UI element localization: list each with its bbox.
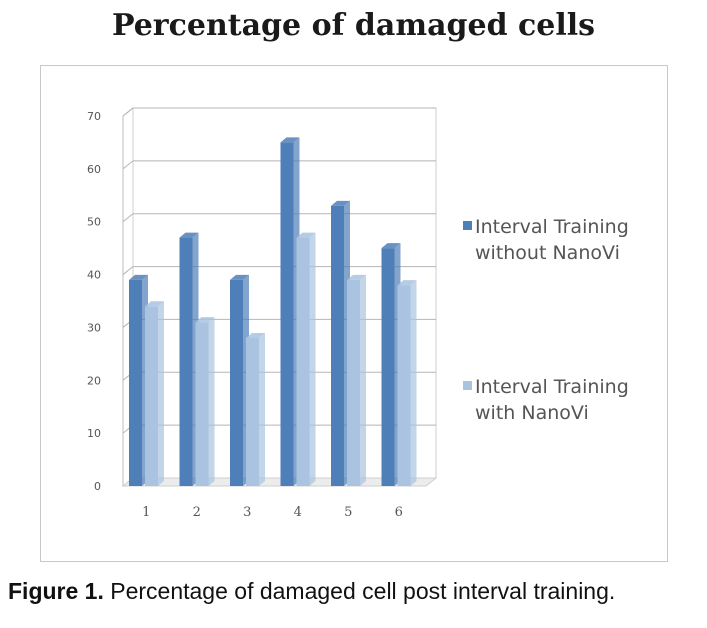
- x-tick-label: 3: [243, 505, 251, 520]
- y-tick-label: 60: [87, 163, 101, 176]
- y-tick-label: 0: [94, 480, 101, 493]
- gridline-depth: [122, 107, 134, 117]
- gridline-depth: [122, 213, 134, 223]
- y-tick-label: 20: [87, 374, 101, 387]
- bar-with-nanovi: [296, 232, 316, 486]
- y-tick-label: 30: [87, 321, 101, 334]
- x-tick-label: 1: [142, 505, 150, 520]
- bar-with-nanovi: [145, 301, 164, 486]
- legend-swatch-without-nanovi: [463, 221, 472, 230]
- chart-frame: 0 10 20 30 40 50 60 70 1 2 3 4 5 6 Interval Training …: [40, 65, 668, 562]
- legend-swatch-with-nanovi: [463, 381, 472, 390]
- bar-with-nanovi: [246, 333, 265, 486]
- bar-with-nanovi: [195, 317, 215, 486]
- bar-with-nanovi: [347, 274, 366, 486]
- x-tick-label: 5: [344, 505, 352, 520]
- x-tick-label: 6: [395, 505, 403, 520]
- legend-label-without-nanovi: Interval Training without NanoVi: [475, 216, 629, 264]
- gridline-depth: [122, 160, 134, 170]
- legend-label-with-nanovi: Interval Training with NanoVi: [475, 376, 629, 424]
- caption-text: Percentage of damaged cell post interval…: [103, 578, 616, 604]
- x-tick-label: 2: [193, 505, 201, 520]
- x-tick-label: 4: [294, 505, 302, 520]
- y-tick-label: 10: [87, 427, 101, 440]
- y-tick-label: 70: [87, 110, 101, 123]
- caption-label: Figure 1.: [8, 578, 104, 604]
- bar-chart: 0 10 20 30 40 50 60 70 1 2 3 4 5 6: [87, 107, 438, 520]
- chart-title: Percentage of damaged cells: [111, 8, 596, 43]
- gridline-depth: [122, 266, 134, 275]
- y-tick-label: 50: [87, 216, 101, 229]
- y-tick-label: 40: [87, 269, 101, 282]
- bar-with-nanovi: [397, 280, 417, 486]
- figure-caption: Figure 1. Percentage of damaged cell pos…: [8, 578, 707, 605]
